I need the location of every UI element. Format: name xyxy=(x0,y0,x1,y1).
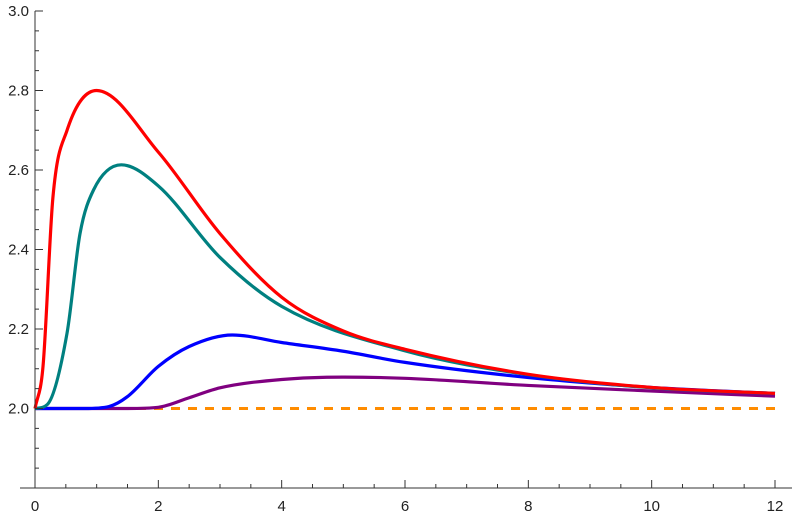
x-tick-label: 10 xyxy=(643,498,660,515)
series-line-4 xyxy=(33,88,776,409)
series-group xyxy=(33,88,776,411)
x-tick-label: 0 xyxy=(31,498,39,515)
axes: 0 2 4 6 8 10 12 2.0 2.2 2.4 2.6 2.8 3.0 xyxy=(8,3,792,515)
y-tick-label: 2.8 xyxy=(8,83,29,100)
y-tick-label: 2.6 xyxy=(8,162,29,179)
y-tick-label: 2.0 xyxy=(8,401,29,418)
x-tick-label: 8 xyxy=(524,498,532,515)
y-tick-label: 2.2 xyxy=(8,321,29,338)
y-tick-label: 2.4 xyxy=(8,242,29,259)
series-line-2 xyxy=(35,333,776,411)
series-line-3 xyxy=(34,163,776,411)
y-tick-label: 3.0 xyxy=(8,3,29,20)
x-tick-label: 4 xyxy=(277,498,285,515)
x-tick-label: 2 xyxy=(154,498,162,515)
series-line-1 xyxy=(35,375,776,411)
x-tick-label: 12 xyxy=(767,498,784,515)
x-tick-label: 6 xyxy=(401,498,409,515)
